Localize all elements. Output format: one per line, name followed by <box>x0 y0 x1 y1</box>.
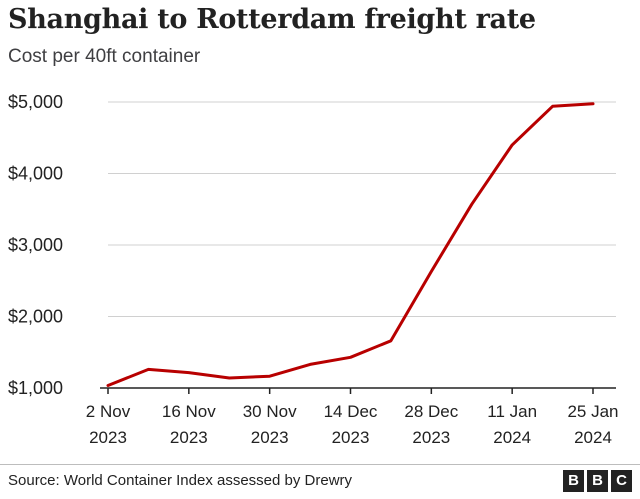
footer-divider <box>0 464 640 465</box>
chart-title: Shanghai to Rotterdam freight rate <box>8 4 536 35</box>
logo-letter: B <box>563 470 584 492</box>
x-tick-year: 2023 <box>251 428 289 447</box>
chart-subtitle: Cost per 40ft container <box>8 46 201 67</box>
data-point <box>309 363 312 366</box>
x-tick-label: 14 Dec <box>324 402 378 421</box>
data-point <box>147 368 150 371</box>
x-tick-year: 2023 <box>89 428 127 447</box>
data-point <box>389 339 392 342</box>
data-point <box>430 270 433 273</box>
y-tick-label: $3,000 <box>8 235 63 255</box>
data-point <box>228 376 231 379</box>
y-tick-label: $5,000 <box>8 92 63 112</box>
data-point <box>551 105 554 108</box>
source-note: Source: World Container Index assessed b… <box>8 472 353 489</box>
y-tick-label: $4,000 <box>8 164 63 184</box>
data-point <box>511 143 514 146</box>
data-point <box>592 102 595 105</box>
x-tick-label: 11 Jan <box>487 402 537 421</box>
logo-letter: C <box>611 470 632 492</box>
x-tick-label: 16 Nov <box>162 402 216 421</box>
series-line <box>106 102 595 387</box>
x-tick-label: 28 Dec <box>404 402 458 421</box>
x-tick-year: 2024 <box>574 428 612 447</box>
data-point <box>268 375 271 378</box>
data-point <box>470 203 473 206</box>
x-tick-year: 2023 <box>332 428 370 447</box>
data-point <box>107 384 110 387</box>
x-tick-label: 30 Nov <box>243 402 297 421</box>
y-tick-label: $1,000 <box>8 378 63 398</box>
logo-letter: B <box>587 470 608 492</box>
x-tick-label: 2 Nov <box>86 402 131 421</box>
bbc-logo: B B C <box>563 470 632 492</box>
x-tick-year: 2023 <box>412 428 450 447</box>
x-tick-year: 2024 <box>493 428 531 447</box>
y-tick-label: $2,000 <box>8 307 63 327</box>
chart-plot: $1,000 $2,000 $3,000 $4,000 $5,000 2 Nov 2023… <box>8 92 619 447</box>
x-tick-label: 25 Jan <box>567 402 618 421</box>
data-point <box>349 356 352 359</box>
data-point <box>187 371 190 374</box>
x-tick-year: 2023 <box>170 428 208 447</box>
